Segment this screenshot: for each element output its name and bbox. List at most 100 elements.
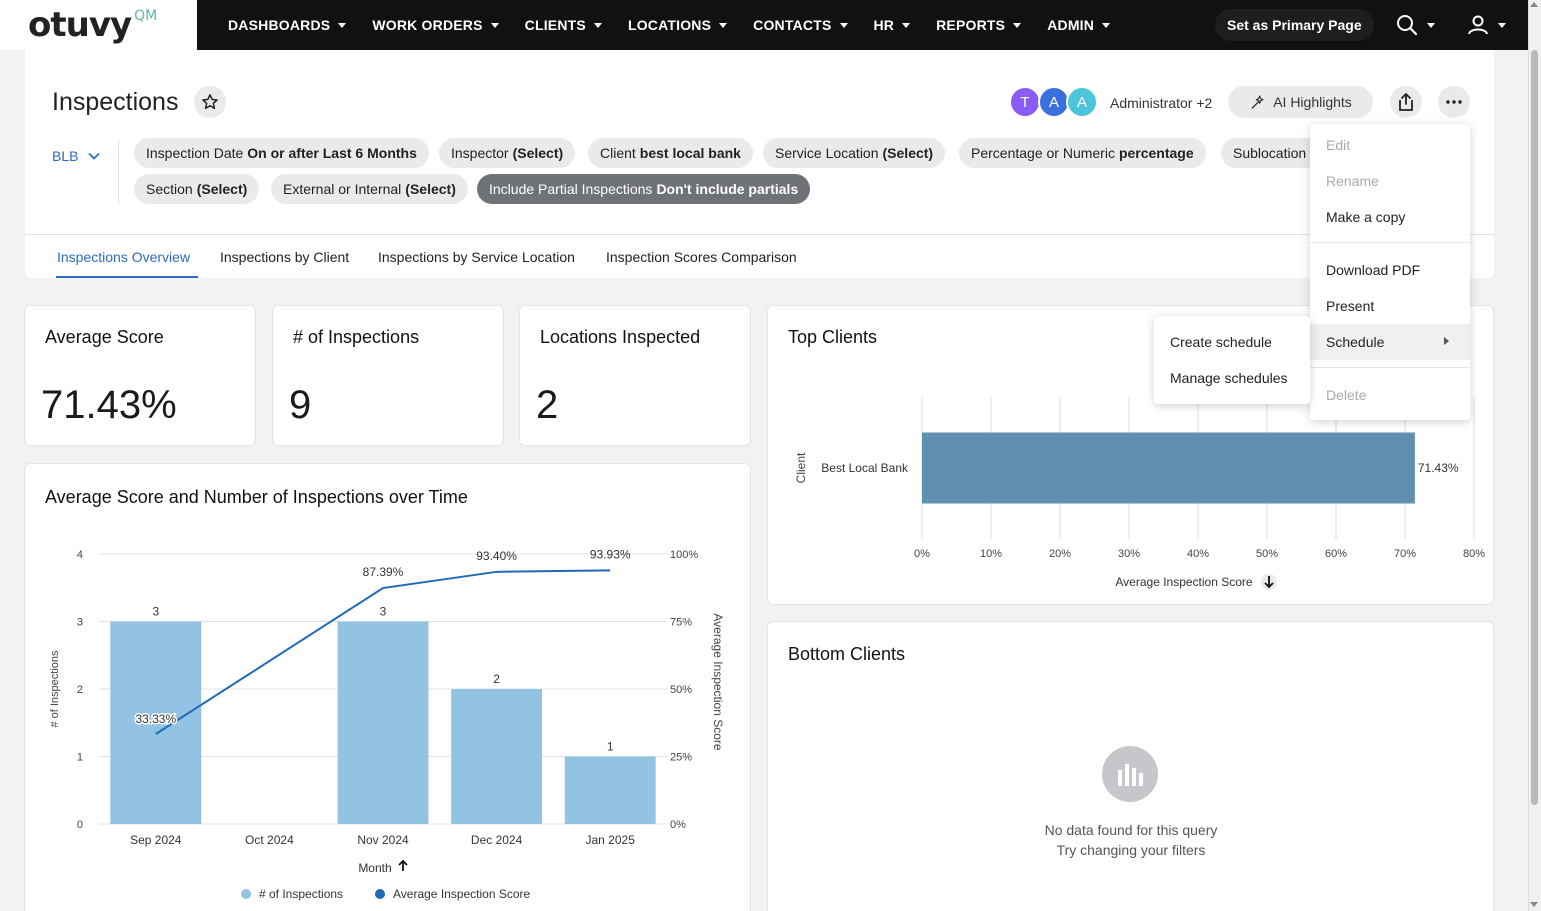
filter-group-selector[interactable]: BLB — [52, 148, 101, 164]
kpi-value: 71.43% — [41, 383, 177, 427]
nav-clients[interactable]: CLIENTS — [512, 17, 615, 33]
y2-tick-label: 75% — [670, 617, 692, 629]
nav-label: WORK ORDERS — [372, 17, 483, 33]
nav-hr[interactable]: HR — [861, 17, 924, 33]
empty-state-message: No data found for this query — [1044, 822, 1218, 838]
y2-tick-label: 0% — [670, 819, 686, 831]
menu-item-rename[interactable]: Rename — [1326, 173, 1379, 189]
bar — [451, 689, 543, 824]
sort-ascending-icon — [398, 859, 408, 871]
chart-title: Bottom Clients — [788, 644, 906, 664]
y-tick-label: 4 — [77, 549, 83, 561]
filter-name: Section — [146, 181, 193, 197]
scrollbar-thumb[interactable] — [1531, 50, 1538, 805]
filter-chip-section[interactable]: Section (Select) — [134, 174, 260, 204]
y2-tick-label: 25% — [670, 752, 692, 764]
scroll-up-arrow-icon[interactable] — [1530, 2, 1538, 7]
filter-value: (Select) — [882, 145, 934, 161]
x-tick-label: Jan 2025 — [586, 833, 636, 847]
nav-reports[interactable]: REPORTS — [923, 17, 1034, 33]
avatar[interactable]: T — [1009, 86, 1041, 118]
menu-item-edit[interactable]: Edit — [1326, 137, 1351, 153]
tab-inspections-by-service-location[interactable]: Inspections by Service Location — [378, 249, 575, 265]
share-icon — [1399, 93, 1413, 111]
bar-value-label: 3 — [380, 605, 387, 619]
line-value-label: 33.33% — [135, 712, 176, 726]
kpi-title: # of Inspections — [293, 327, 420, 347]
filter-chip-inspector[interactable]: Inspector (Select) — [439, 138, 576, 168]
menu-item-delete[interactable]: Delete — [1326, 387, 1367, 403]
filter-value: percentage — [1118, 145, 1194, 161]
more-options-button[interactable] — [1438, 86, 1470, 118]
search-icon — [1397, 15, 1418, 36]
x-tick-label: Nov 2024 — [357, 833, 409, 847]
menu-item-download-pdf[interactable]: Download PDF — [1326, 262, 1421, 278]
scroll-down-arrow-icon[interactable] — [1530, 902, 1538, 907]
nav-contacts[interactable]: CONTACTS — [740, 17, 860, 33]
logo[interactable]: otuvy QM — [0, 0, 197, 50]
set-primary-page-button[interactable]: Set as Primary Page — [1215, 9, 1374, 41]
menu-item-schedule[interactable]: Schedule — [1310, 324, 1470, 360]
nav-label: CLIENTS — [524, 17, 586, 33]
nav-label: LOCATIONS — [627, 17, 712, 33]
filter-chip-sublocation[interactable]: Sublocation — [1221, 138, 1310, 168]
caret-right-icon — [1444, 337, 1449, 345]
kpi-value: 9 — [289, 383, 312, 427]
favorite-button[interactable] — [194, 86, 226, 118]
filter-chip-percentage-or-numeric[interactable]: Percentage or Numeric percentage — [959, 138, 1206, 168]
tab-inspections-overview[interactable]: Inspections Overview — [57, 249, 191, 265]
x-tick-label: 50% — [1256, 548, 1278, 560]
y-axis-label: Client — [794, 452, 808, 483]
tab-inspections-by-client[interactable]: Inspections by Client — [220, 249, 350, 265]
nav-dashboards[interactable]: DASHBOARDS — [215, 17, 359, 33]
nav-label: REPORTS — [936, 17, 1006, 33]
filter-name: Sublocation — [1233, 145, 1307, 161]
menu-item-make-a-copy[interactable]: Make a copy — [1326, 209, 1406, 225]
menu-item-manage-schedules[interactable]: Manage schedules — [1170, 370, 1288, 386]
kpi-value: 2 — [536, 383, 559, 427]
tab-inspection-scores-comparison[interactable]: Inspection Scores Comparison — [606, 249, 797, 265]
divider — [118, 140, 119, 204]
caret-down-icon — [1498, 22, 1506, 28]
line-value-label: 93.40% — [476, 549, 517, 563]
caret-down-icon — [1013, 22, 1022, 28]
kpi-card-average-score — [24, 305, 256, 446]
ai-highlights-button[interactable]: AI Highlights — [1228, 86, 1373, 118]
x-tick-label: Dec 2024 — [471, 833, 523, 847]
search-menu[interactable] — [1395, 10, 1435, 40]
filter-chip-client[interactable]: Client best local bank — [588, 138, 753, 168]
top-navigation-bar: otuvy QM DASHBOARDS WORK ORDERS CLIENTS … — [0, 0, 1528, 50]
kpi-title: Locations Inspected — [540, 327, 701, 347]
filter-name: Service Location — [775, 145, 879, 161]
nav-label: ADMIN — [1047, 17, 1095, 33]
filter-name: Include Partial Inspections — [489, 181, 653, 197]
nav-work-orders[interactable]: WORK ORDERS — [359, 17, 511, 33]
x-axis-label: Month — [358, 861, 391, 875]
filter-chip-inspection-date[interactable]: Inspection Date On or after Last 6 Months — [134, 138, 429, 168]
bar — [337, 621, 429, 824]
page-title: Inspections — [52, 88, 179, 116]
share-button[interactable] — [1390, 86, 1422, 118]
divider — [25, 234, 1494, 235]
caret-down-icon — [1427, 22, 1435, 28]
nav-label: CONTACTS — [753, 17, 832, 33]
avatar[interactable]: A — [1066, 86, 1098, 118]
logo-superscript: QM — [134, 8, 158, 24]
nav-locations[interactable]: LOCATIONS — [615, 17, 740, 33]
y-tick-label: 0 — [77, 819, 83, 831]
nav-admin[interactable]: ADMIN — [1034, 17, 1123, 33]
menu-item-present[interactable]: Present — [1326, 298, 1375, 314]
filter-value: (Select) — [196, 181, 248, 197]
chart-title: Top Clients — [788, 327, 878, 347]
filter-chip-service-location[interactable]: Service Location (Select) — [763, 138, 946, 168]
viewers-label[interactable]: Administrator +2 — [1110, 95, 1213, 111]
filter-name: Inspection Date — [146, 145, 244, 161]
caret-down-icon — [1102, 22, 1111, 28]
filter-chip-external-or-internal[interactable]: External or Internal (Select) — [271, 174, 468, 204]
legend-marker — [241, 889, 251, 899]
logo-text: otuvy — [28, 5, 132, 45]
menu-item-create-schedule[interactable]: Create schedule — [1170, 334, 1272, 350]
x-axis-label: Average Inspection Score — [1115, 575, 1253, 589]
filter-chip-include-partial[interactable]: Include Partial Inspections Don't include… — [477, 174, 811, 204]
user-menu[interactable] — [1466, 10, 1506, 40]
